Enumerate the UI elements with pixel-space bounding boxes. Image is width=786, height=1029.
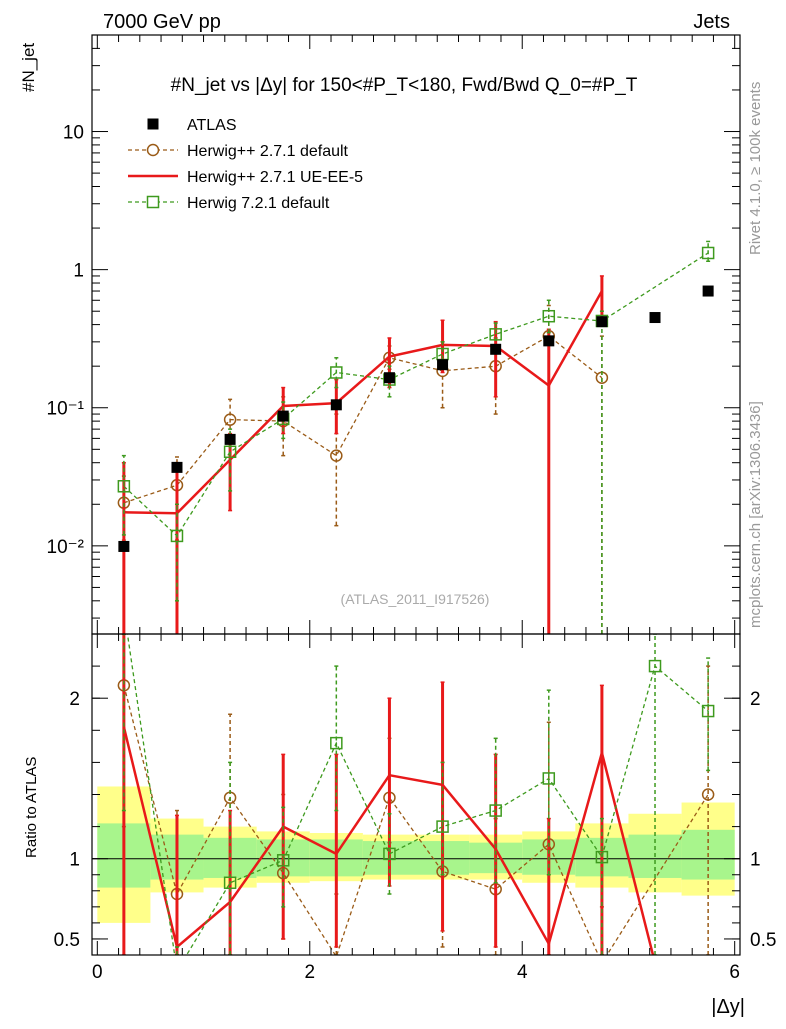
ratio-frame	[91, 633, 741, 956]
main-y-tick-label: 1	[73, 261, 84, 282]
main-y-tick-label: 10⁻²	[47, 537, 85, 558]
ratio-herwig-2-7-1-default-data-point	[701, 788, 715, 801]
main-herwig-7-2-1-default-data-point	[542, 309, 556, 323]
header-right-label: Jets	[693, 11, 730, 33]
legend-marker	[147, 118, 159, 130]
main-atlas-data-point	[490, 343, 502, 355]
legend-label: Herwig++ 2.7.1 UE-EE-5	[187, 169, 363, 186]
ratio-y-tick-label-left: 0.5	[54, 930, 80, 951]
main-atlas-data-point	[649, 312, 661, 324]
header-left-label: 7000 GeV pp	[103, 11, 221, 33]
main-atlas-data-point	[596, 316, 608, 328]
legend-marker	[146, 195, 160, 209]
x-tick-label: 6	[729, 962, 740, 983]
main-series-layer	[117, 240, 715, 634]
main-herwig-7-2-1-default-data-point	[330, 366, 343, 379]
ratio-x-label: |Δy|	[711, 996, 745, 1018]
main-herwig-7-2-1-default-data-point	[117, 480, 131, 493]
ratio-y-label: Ratio to ATLAS	[23, 757, 40, 858]
main-herwig-7-2-1-default-data-point	[701, 246, 715, 260]
ratio-herwig-7-2-1-default-data-point	[223, 876, 237, 890]
ratio-herwig-7-2-1-default-line	[126, 634, 709, 955]
legend: ATLAS Herwig++ 2.7.1 default Herwig++ 2.7.…	[128, 117, 363, 212]
main-atlas-data-point	[171, 461, 183, 473]
ratio-herwig-7-2-1-default-data-point	[436, 820, 449, 833]
ratio-herwig-7-2-1-default-data-point	[489, 804, 502, 817]
ratio-herwig-7-2-1-default-data-point	[276, 854, 290, 867]
main-herwig-2-7-1-default-line	[123, 335, 603, 504]
ratio-series-layer	[117, 634, 715, 955]
ratio-y-tick-label-right: 0.5	[750, 930, 776, 951]
legend-label: ATLAS	[187, 117, 237, 134]
analysis-watermark: (ATLAS_2011_I917526)	[341, 591, 490, 607]
main-herwig-7-2-1-default-data-point	[489, 328, 502, 341]
ratio-herwig-7-2-1-default-data-point	[595, 850, 609, 864]
main-herwig-7-2-1-default-data-point	[170, 529, 184, 543]
ratio-herwig-2-7-1-ue-ee-5-line	[122, 726, 655, 955]
ratio-herwig-7-2-1-default-data-point	[330, 736, 343, 750]
main-y-tick-label: 10	[63, 123, 84, 144]
ratio-herwig-7-2-1-default-data-point	[542, 772, 556, 785]
legend-label: Herwig++ 2.7.1 default	[187, 143, 349, 160]
main-herwig-7-2-1-default-data-point	[223, 445, 237, 459]
main-atlas-data-point	[224, 433, 236, 445]
main-herwig-2-7-1-default-data-point	[223, 413, 237, 426]
ratio-herwig-7-2-1-default-data-point	[701, 704, 715, 718]
x-tick-label: 0	[92, 962, 103, 983]
ratio-y-tick-label-right: 1	[750, 850, 761, 871]
ratio-y-tick-label-left: 1	[69, 850, 80, 871]
main-y-tick-label: 10⁻¹	[47, 399, 85, 420]
x-tick-label: 4	[517, 962, 528, 983]
ratio-uncertainty-bands	[92, 786, 740, 923]
main-atlas-data-point	[383, 372, 395, 384]
x-tick-label: 2	[304, 962, 315, 983]
ratio-herwig-7-2-1-default-data-point	[383, 847, 396, 861]
legend-marker	[146, 143, 160, 157]
plot-title: #N_jet vs |Δy| for 150<#P_T<180, Fwd/Bwd…	[171, 75, 638, 96]
ratio-herwig-7-2-1-default-data-point	[648, 659, 662, 673]
main-atlas-data-point	[543, 335, 555, 347]
rivet-version-label: Rivet 4.1.0, ≥ 100k events	[747, 82, 764, 255]
main-atlas-data-point	[277, 410, 289, 422]
main-atlas-data-point	[118, 540, 130, 552]
main-atlas-data-point	[437, 359, 449, 371]
main-atlas-data-point	[330, 399, 342, 411]
main-herwig-2-7-1-default-data-point	[330, 449, 343, 462]
main-y-label: #N_jet	[19, 43, 38, 92]
mcplots-label: mcplots.cern.ch [arXiv:1306.3436]	[747, 401, 764, 628]
ratio-herwig-2-7-1-default-line	[123, 685, 709, 955]
legend-label: Herwig 7.2.1 default	[187, 195, 330, 212]
main-herwig-2-7-1-ue-ee-5-line	[123, 290, 603, 515]
axes-layer: 0 2 4 6 10⁻² 10⁻¹ 1 10 0.5 0.5 1 1 2 2	[47, 34, 776, 983]
main-herwig-7-2-1-default-line	[123, 252, 709, 537]
ratio-y-tick-label-left: 2	[69, 689, 80, 710]
main-atlas-data-point	[702, 285, 714, 297]
ratio-y-tick-label-right: 2	[750, 689, 761, 710]
